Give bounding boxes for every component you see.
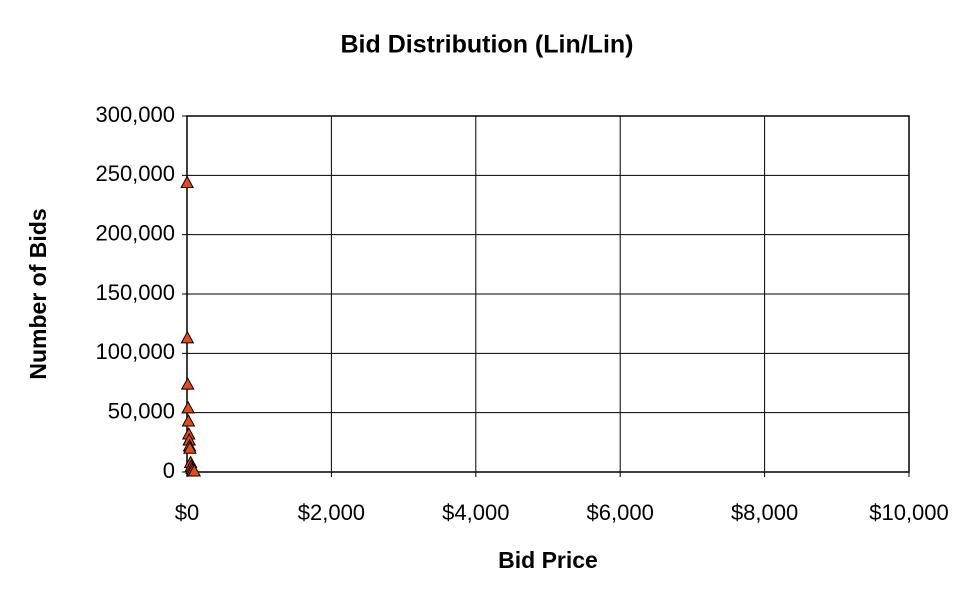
x-tick-label: $4,000 xyxy=(442,500,509,525)
x-axis-label: Bid Price xyxy=(498,547,598,573)
y-tick-label: 0 xyxy=(163,458,175,483)
y-tick-label: 300,000 xyxy=(95,102,175,127)
y-tick-label: 250,000 xyxy=(95,161,175,186)
x-tick-label: $0 xyxy=(175,500,199,525)
y-tick-label: 200,000 xyxy=(95,220,175,245)
y-tick-label: 100,000 xyxy=(95,339,175,364)
point xyxy=(180,330,195,344)
point xyxy=(181,400,195,414)
y-axis-label: Number of Bids xyxy=(25,208,51,379)
x-tick-label: $2,000 xyxy=(298,500,365,525)
y-tick-label: 50,000 xyxy=(108,398,175,423)
x-tick-label: $6,000 xyxy=(587,500,654,525)
y-tick-label: 150,000 xyxy=(95,280,175,305)
chart-title: Bid Distribution (Lin/Lin) xyxy=(341,31,634,59)
point xyxy=(183,441,197,454)
point xyxy=(180,377,195,390)
point xyxy=(187,464,202,477)
point xyxy=(181,413,196,427)
plot-area xyxy=(186,115,910,473)
x-tick-label: $10,000 xyxy=(869,500,949,525)
x-tick-label: $8,000 xyxy=(731,500,798,525)
point xyxy=(180,175,194,188)
